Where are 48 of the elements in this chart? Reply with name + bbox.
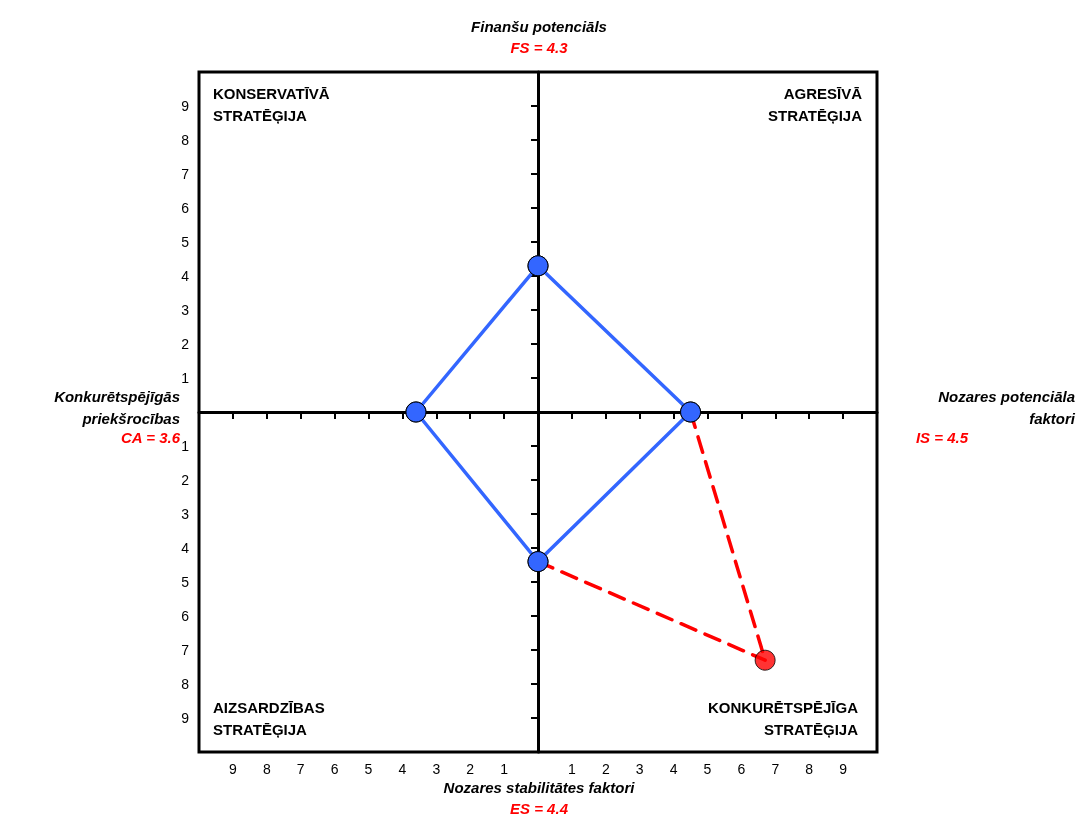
x-tick-label: 3 (432, 761, 441, 777)
y-tick-label: 5 (181, 234, 190, 250)
x-tick-label: 1 (568, 761, 576, 777)
text: Konkurētspējīgās priekšrocības (54, 387, 180, 427)
x-tick-label: 1 (500, 761, 509, 777)
x-tick-label: 8 (262, 761, 271, 777)
y-tick-label: 7 (181, 166, 190, 182)
x-tick-label: 7 (296, 761, 305, 777)
annotation: AIZSARDZĪBAS STRATĒĢIJA (213, 698, 325, 738)
y-tick-label: 3 (181, 506, 190, 522)
x-tick-label: 2 (601, 761, 610, 777)
text: ES = 4.4 (510, 799, 569, 817)
x-tick-label: 7 (771, 761, 780, 777)
y-tick-label: 6 (181, 608, 190, 624)
x-tick-label: 5 (703, 761, 712, 777)
y-tick-label: 6 (181, 200, 190, 216)
x-tick-label: 3 (635, 761, 644, 777)
y-tick-label: 2 (181, 472, 190, 488)
text: IS = 4.5 (915, 428, 969, 446)
x-tick-label: 9 (229, 761, 237, 777)
y-tick-label: 7 (181, 642, 190, 658)
y-tick-label: 3 (181, 302, 190, 318)
y-tick-label: 8 (181, 676, 190, 692)
x-tick-label: 9 (839, 761, 848, 777)
x-tick-label: 2 (466, 761, 475, 777)
text: Nozares potenciāla faktori (938, 387, 1076, 427)
y-tick-label: 9 (181, 98, 190, 114)
annotation: AGRESĪVĀ STRATĒĢIJA (768, 84, 863, 124)
x-tick-label: 5 (364, 761, 373, 777)
annotation: KONSERVATĪVĀ STRATĒĢIJA (213, 84, 330, 124)
text: Nozares stabilitātes faktori (443, 778, 636, 796)
y-tick-label: 8 (181, 132, 190, 148)
x-tick-label: 4 (669, 761, 678, 777)
text: FS = 4.3 (510, 38, 569, 56)
y-tick-label: 1 (181, 438, 190, 454)
annotation: KONKURĒTSPĒJĪGA STRATĒĢIJA (707, 698, 859, 738)
text: Finanšu potenciāls (471, 17, 607, 35)
y-tick-label: 1 (181, 370, 190, 386)
x-tick-label: 4 (398, 761, 407, 777)
y-tick-label: 9 (181, 710, 190, 726)
x-tick-label: 6 (330, 761, 339, 777)
y-tick-label: 2 (181, 336, 190, 352)
y-tick-label: 4 (181, 268, 190, 284)
text: CA = 3.6 (120, 428, 181, 446)
x-tick-label: 8 (805, 761, 814, 777)
y-tick-label: 4 (181, 540, 190, 556)
y-tick-label: 5 (181, 574, 190, 590)
x-tick-label: 6 (737, 761, 746, 777)
